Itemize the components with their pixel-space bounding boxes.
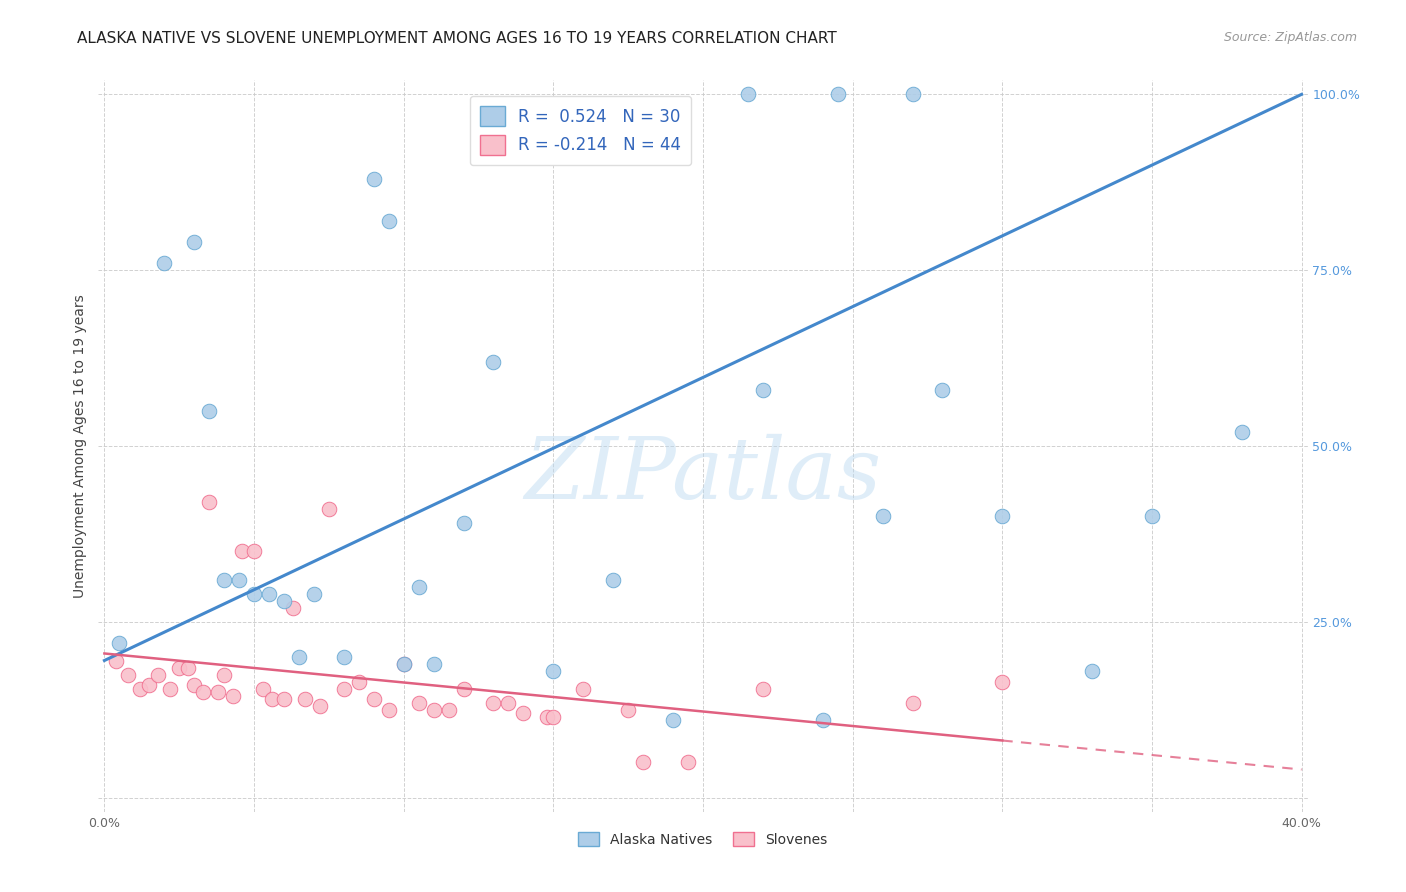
Point [198,404,221,418]
Point [1140,509,1163,524]
Point [752,681,775,696]
Point [453,516,475,531]
Point [536,710,558,724]
Point [153,256,176,270]
Point [228,573,250,587]
Point [212,667,235,681]
Y-axis label: Unemployment Among Ages 16 to 19 years: Unemployment Among Ages 16 to 19 years [73,294,87,598]
Point [392,657,415,671]
Point [872,509,894,524]
Point [117,667,139,681]
Point [827,87,849,102]
Text: ALASKA NATIVE VS SLOVENE UNEMPLOYMENT AMONG AGES 16 TO 19 YEARS CORRELATION CHAR: ALASKA NATIVE VS SLOVENE UNEMPLOYMENT AM… [77,31,837,46]
Point [167,660,190,674]
Point [281,600,304,615]
Point [752,383,775,397]
Point [482,696,505,710]
Point [543,664,565,678]
Point [392,657,415,671]
Point [198,495,221,509]
Point [183,678,205,692]
Point [676,756,699,770]
Point [512,706,534,721]
Point [288,650,311,665]
Point [811,714,834,728]
Point [1230,425,1253,439]
Point [212,573,235,587]
Point [363,692,385,706]
Point [377,214,399,228]
Point [422,657,444,671]
Point [931,383,953,397]
Text: Source: ZipAtlas.com: Source: ZipAtlas.com [1223,31,1357,45]
Point [617,703,640,717]
Point [257,587,280,601]
Point [408,580,430,594]
Point [901,696,924,710]
Point [108,636,131,650]
Point [631,756,654,770]
Point [207,685,229,699]
Point [498,696,520,710]
Point [572,681,595,696]
Point [105,653,128,667]
Point [482,354,505,368]
Point [318,502,340,516]
Point [363,171,385,186]
Point [422,703,444,717]
Legend: Alaska Natives, Slovenes: Alaska Natives, Slovenes [572,826,834,853]
Point [333,681,356,696]
Point [177,660,200,674]
Point [273,593,295,607]
Point [453,681,475,696]
Point [1081,664,1104,678]
Point [159,681,181,696]
Point [333,650,356,665]
Point [302,587,325,601]
Point [309,699,332,714]
Point [347,674,370,689]
Text: ZIPatlas: ZIPatlas [524,434,882,516]
Point [129,681,152,696]
Point [183,235,205,249]
Point [437,703,460,717]
Point [991,674,1014,689]
Point [991,509,1014,524]
Point [252,681,274,696]
Point [901,87,924,102]
Point [243,544,266,558]
Point [602,573,624,587]
Point [408,696,430,710]
Point [222,689,245,703]
Point [273,692,295,706]
Point [737,87,759,102]
Point [231,544,253,558]
Point [294,692,316,706]
Point [377,703,399,717]
Point [243,587,266,601]
Point [148,667,170,681]
Point [138,678,160,692]
Point [260,692,283,706]
Point [543,710,565,724]
Point [662,714,685,728]
Point [193,685,215,699]
